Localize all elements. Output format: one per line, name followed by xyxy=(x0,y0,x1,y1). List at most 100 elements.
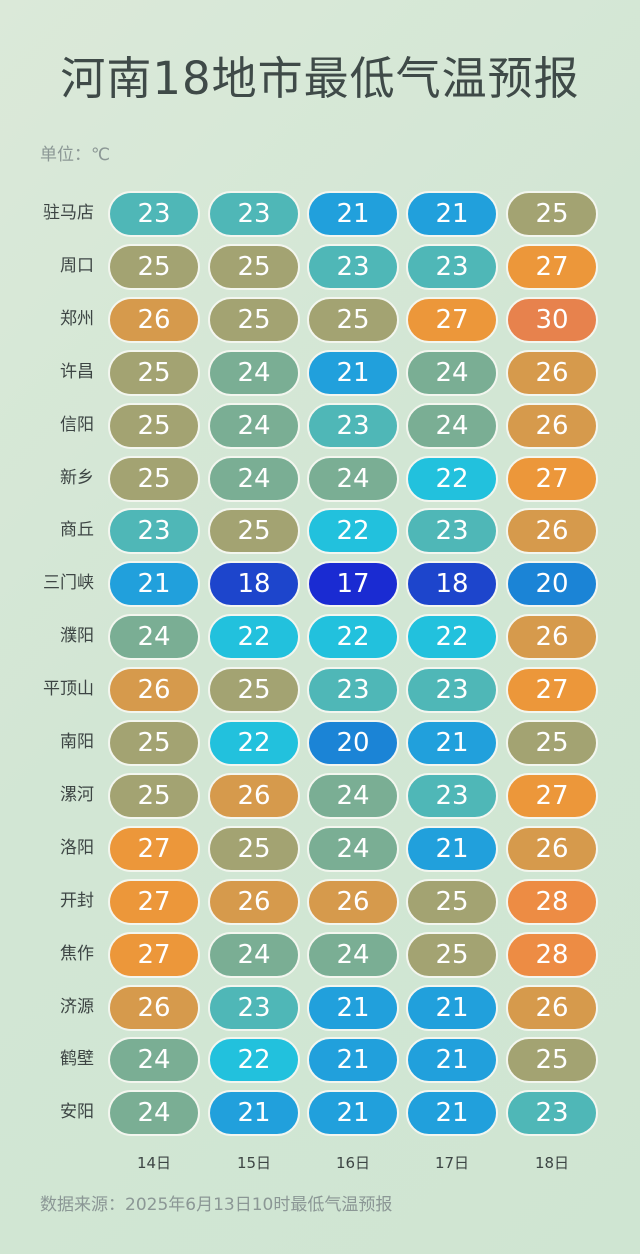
temperature-cell: 21 xyxy=(406,1037,498,1084)
temperature-cell: 25 xyxy=(108,243,200,290)
city-label: 洛阳 xyxy=(60,837,94,858)
temperature-cell: 22 xyxy=(208,1037,300,1084)
temperature-cell: 23 xyxy=(406,243,498,290)
temperature-cell: 23 xyxy=(208,191,300,237)
temperature-cell: 25 xyxy=(108,349,200,396)
city-label: 平顶山 xyxy=(43,679,94,700)
temperature-cell: 22 xyxy=(208,720,300,766)
temperature-cell: 21 xyxy=(307,349,399,396)
temperature-cell: 25 xyxy=(307,296,399,343)
city-label: 信阳 xyxy=(60,414,94,435)
city-label: 焦作 xyxy=(60,943,94,964)
temperature-cell: 26 xyxy=(506,614,598,661)
temperature-cell: 25 xyxy=(208,296,300,343)
temperature-cell: 26 xyxy=(108,296,200,343)
city-label: 济源 xyxy=(60,996,94,1017)
temperature-cell: 25 xyxy=(406,878,498,925)
temperature-cell: 27 xyxy=(108,931,200,978)
temperature-cell: 27 xyxy=(506,667,598,714)
temperature-cell: 26 xyxy=(307,878,399,925)
temperature-cell: 28 xyxy=(506,878,598,925)
temperature-cell: 22 xyxy=(307,508,399,555)
temperature-cell: 21 xyxy=(406,825,498,872)
temperature-cell: 23 xyxy=(406,667,498,714)
temperature-cell: 25 xyxy=(208,508,300,555)
city-label: 南阳 xyxy=(60,732,94,752)
temperature-cell: 23 xyxy=(406,508,498,555)
unit-label: 单位：℃ xyxy=(40,145,111,165)
day-label: 16日 xyxy=(335,1154,371,1172)
temperature-cell: 26 xyxy=(208,772,300,819)
temperature-cell: 24 xyxy=(406,349,498,396)
temperature-cell: 25 xyxy=(108,455,200,502)
temperature-cell: 24 xyxy=(307,772,399,819)
data-source: 数据来源：2025年6月13日10时最低气温预报 xyxy=(40,1195,393,1215)
temperature-cell: 21 xyxy=(307,191,399,237)
temperature-cell: 22 xyxy=(406,455,498,502)
city-label: 三门峡 xyxy=(43,573,94,594)
temperature-cell: 23 xyxy=(506,1090,598,1137)
temperature-cell: 17 xyxy=(307,561,399,608)
temperature-cell: 22 xyxy=(307,614,399,661)
temperature-cell: 24 xyxy=(108,1090,200,1137)
temperature-cell: 23 xyxy=(208,984,300,1031)
temperature-cell: 25 xyxy=(108,402,200,449)
temperature-cell: 26 xyxy=(108,984,200,1031)
temperature-cell: 25 xyxy=(108,720,200,766)
temperature-cell: 24 xyxy=(208,349,300,396)
temperature-cell: 21 xyxy=(307,1090,399,1137)
temperature-cell: 20 xyxy=(506,561,598,608)
temperature-cell: 26 xyxy=(506,349,598,396)
temperature-cell: 26 xyxy=(208,878,300,925)
day-label: 18日 xyxy=(534,1154,570,1172)
temperature-cell: 24 xyxy=(108,1037,200,1084)
day-label: 17日 xyxy=(434,1154,470,1172)
city-label: 开封 xyxy=(60,890,94,911)
city-label: 周口 xyxy=(60,255,94,276)
temperature-cell: 24 xyxy=(406,402,498,449)
temperature-cell: 25 xyxy=(108,772,200,819)
temperature-cell: 23 xyxy=(108,191,200,237)
day-label: 15日 xyxy=(236,1154,272,1172)
temperature-cell: 23 xyxy=(307,243,399,290)
city-label: 鹤壁 xyxy=(60,1049,94,1070)
temperature-cell: 25 xyxy=(208,243,300,290)
temperature-cell: 21 xyxy=(307,1037,399,1084)
temperature-cell: 23 xyxy=(307,667,399,714)
temperature-cell: 24 xyxy=(307,825,399,872)
temperature-cell: 26 xyxy=(108,667,200,714)
temperature-cell: 21 xyxy=(208,1090,300,1137)
city-label: 濮阳 xyxy=(60,626,94,647)
temperature-cell: 18 xyxy=(208,561,300,608)
temperature-cell: 23 xyxy=(108,508,200,555)
page-title: 河南18地市最低气温预报 xyxy=(60,52,580,105)
temperature-cell: 30 xyxy=(506,296,598,343)
temperature-cell: 21 xyxy=(108,561,200,608)
day-label: 14日 xyxy=(136,1154,172,1172)
temperature-cell: 25 xyxy=(506,720,598,766)
temperature-cell: 24 xyxy=(108,614,200,661)
temperature-cell: 27 xyxy=(506,455,598,502)
city-label: 驻马店 xyxy=(43,203,94,223)
temperature-cell: 27 xyxy=(108,878,200,925)
temperature-cell: 25 xyxy=(506,1037,598,1084)
city-label: 新乡 xyxy=(60,467,94,488)
temperature-cell: 21 xyxy=(406,191,498,237)
temperature-cell: 26 xyxy=(506,825,598,872)
temperature-cell: 27 xyxy=(406,296,498,343)
temperature-cell: 27 xyxy=(506,243,598,290)
temperature-cell: 27 xyxy=(108,825,200,872)
temperature-cell: 24 xyxy=(208,455,300,502)
temperature-cell: 21 xyxy=(406,984,498,1031)
temperature-cell: 25 xyxy=(406,931,498,978)
temperature-cell: 22 xyxy=(406,614,498,661)
temperature-cell: 21 xyxy=(406,1090,498,1137)
temperature-cell: 25 xyxy=(506,191,598,237)
temperature-cell: 28 xyxy=(506,931,598,978)
temperature-cell: 24 xyxy=(307,455,399,502)
temperature-cell: 22 xyxy=(208,614,300,661)
temperature-cell: 21 xyxy=(406,720,498,766)
temperature-cell: 23 xyxy=(406,772,498,819)
city-label: 商丘 xyxy=(60,520,94,541)
temperature-cell: 26 xyxy=(506,984,598,1031)
